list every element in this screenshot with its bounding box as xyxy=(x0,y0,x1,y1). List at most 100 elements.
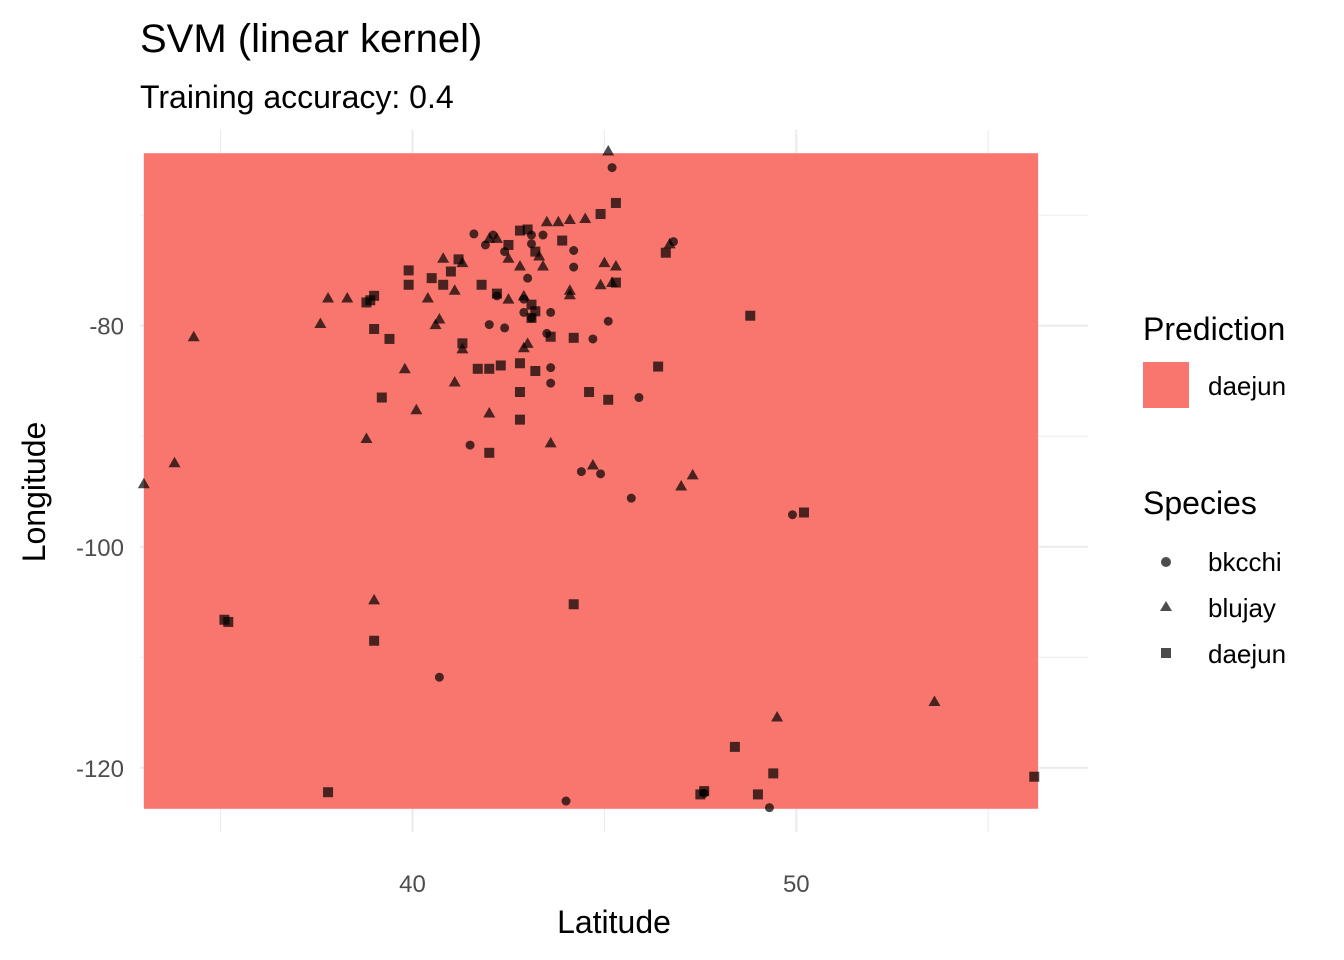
point-daejun xyxy=(514,387,525,398)
point-blujay xyxy=(563,213,576,225)
point-daejun xyxy=(438,279,449,290)
point-daejun xyxy=(476,279,487,290)
point-daejun xyxy=(1029,771,1040,782)
point-bkcchi xyxy=(626,493,636,503)
legend-species: Species bkcchi blujay daejun xyxy=(1143,485,1286,669)
point-bkcchi xyxy=(569,246,579,256)
point-blujay xyxy=(314,317,327,328)
x-tick-label: 40 xyxy=(399,871,426,898)
point-blujay xyxy=(594,278,607,290)
point-bkcchi xyxy=(526,239,536,249)
point-blujay xyxy=(360,432,373,443)
point-bkcchi xyxy=(634,393,644,403)
y-tick-label: -80 xyxy=(89,314,124,341)
point-daejun xyxy=(530,306,541,317)
chart-title: SVM (linear kernel) xyxy=(140,17,482,61)
point-bkcchi xyxy=(546,363,556,373)
point-daejun xyxy=(457,338,468,349)
point-daejun xyxy=(522,224,533,235)
point-daejun xyxy=(323,787,334,798)
point-blujay xyxy=(602,145,615,156)
y-tick-label: -100 xyxy=(76,535,124,562)
point-blujay xyxy=(663,237,676,249)
point-bkcchi xyxy=(764,803,774,813)
point-daejun xyxy=(514,358,525,369)
point-daejun xyxy=(610,277,621,288)
point-bkcchi xyxy=(787,510,797,520)
point-daejun xyxy=(595,209,606,220)
point-blujay xyxy=(563,284,576,295)
y-axis-title: Longitude xyxy=(16,422,52,563)
point-daejun xyxy=(484,447,495,458)
x-axis-title: Latitude xyxy=(557,904,671,940)
point-blujay xyxy=(540,215,553,227)
point-daejun xyxy=(403,279,414,290)
point-blujay xyxy=(168,456,181,468)
point-blujay xyxy=(517,341,530,353)
legend-species-title: Species xyxy=(1143,485,1257,521)
point-blujay xyxy=(483,407,496,418)
point-daejun xyxy=(530,366,541,377)
point-bkcchi xyxy=(469,229,479,239)
point-blujay xyxy=(686,468,699,480)
point-blujay xyxy=(544,436,557,448)
point-blujay xyxy=(448,284,461,295)
point-daejun xyxy=(526,299,537,310)
point-blujay xyxy=(502,293,515,304)
point-blujay xyxy=(579,212,592,223)
prediction-region xyxy=(143,153,1039,809)
point-bkcchi xyxy=(434,672,444,682)
point-bkcchi xyxy=(561,796,571,806)
point-blujay xyxy=(598,256,611,268)
point-bkcchi xyxy=(569,262,579,272)
point-daejun xyxy=(495,360,506,371)
legend-prediction-title: Prediction xyxy=(1143,311,1285,347)
point-daejun xyxy=(545,331,556,342)
point-daejun xyxy=(768,768,779,779)
point-blujay xyxy=(552,215,565,227)
point-daejun xyxy=(530,246,541,257)
point-blujay xyxy=(513,259,526,271)
point-daejun xyxy=(514,414,525,425)
point-daejun xyxy=(376,392,387,403)
legend-species-label-bkcchi: bkcchi xyxy=(1208,547,1282,577)
point-blujay xyxy=(928,695,941,707)
point-bkcchi xyxy=(484,320,494,330)
point-daejun xyxy=(445,266,456,277)
point-daejun xyxy=(384,333,395,344)
point-daejun xyxy=(223,616,234,627)
point-blujay xyxy=(609,259,622,271)
point-daejun xyxy=(745,310,756,321)
point-daejun xyxy=(526,312,537,323)
prediction-region-layer xyxy=(143,153,1039,809)
legend-species-label-daejun: daejun xyxy=(1208,639,1286,669)
point-bkcchi xyxy=(596,469,606,479)
point-daejun xyxy=(403,265,414,276)
x-tick-label: 50 xyxy=(783,871,810,898)
point-blujay xyxy=(448,376,461,387)
point-blujay xyxy=(368,593,381,605)
point-daejun xyxy=(369,323,380,334)
point-blujay xyxy=(137,477,150,489)
point-daejun xyxy=(503,239,514,250)
point-daejun xyxy=(584,387,595,398)
chart-subtitle: Training accuracy: 0.4 xyxy=(140,79,454,115)
point-daejun xyxy=(798,507,809,518)
point-daejun xyxy=(660,247,671,258)
point-bkcchi xyxy=(523,273,533,283)
point-daejun xyxy=(472,363,483,374)
legend-species-label-blujay: blujay xyxy=(1208,593,1276,623)
point-blujay xyxy=(586,458,599,470)
point-bkcchi xyxy=(500,323,510,333)
legend-triangle-key xyxy=(1160,601,1172,611)
point-blujay xyxy=(410,403,423,415)
y-tick-label: -120 xyxy=(76,756,124,783)
point-blujay xyxy=(437,252,450,263)
point-bkcchi xyxy=(519,307,529,317)
legend-circle-key xyxy=(1161,557,1171,567)
point-daejun xyxy=(568,332,579,343)
point-blujay xyxy=(322,292,335,303)
legend-prediction-swatch xyxy=(1143,362,1189,408)
point-blujay xyxy=(187,330,200,342)
point-daejun xyxy=(369,635,380,646)
